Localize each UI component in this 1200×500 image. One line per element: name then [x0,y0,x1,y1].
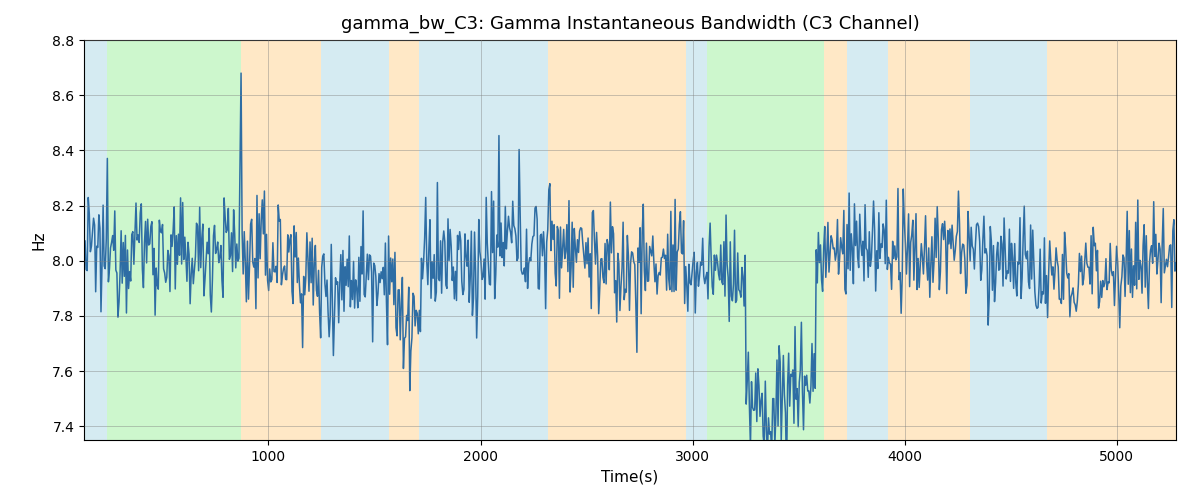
Bar [888,40,971,440]
Bar [548,40,686,440]
Bar [1046,40,1176,440]
Bar [389,40,419,440]
Bar [84,40,107,440]
Bar [241,40,322,440]
Title: gamma_bw_C3: Gamma Instantaneous Bandwidth (C3 Channel): gamma_bw_C3: Gamma Instantaneous Bandwid… [341,15,919,33]
Bar [419,40,548,440]
Bar [824,40,847,440]
Bar [707,40,824,440]
X-axis label: Time(s): Time(s) [601,470,659,484]
Bar [686,40,707,440]
Bar [322,40,389,440]
Y-axis label: Hz: Hz [31,230,47,250]
Bar [107,40,241,440]
Bar [971,40,1046,440]
Bar [847,40,888,440]
